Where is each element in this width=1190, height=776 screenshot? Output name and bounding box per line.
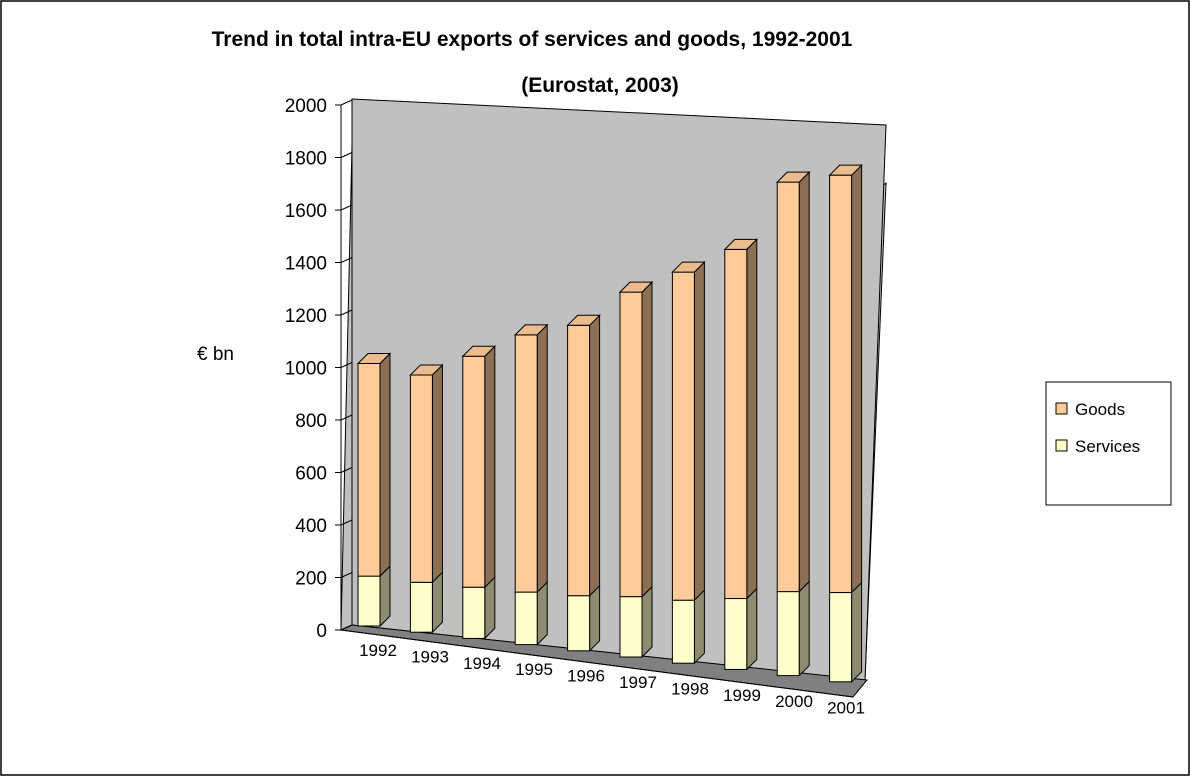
y-tick-label-1000: 1000 <box>285 359 327 380</box>
bar-goods-1996-side <box>589 314 601 597</box>
bar-services-1997 <box>619 596 643 658</box>
y-tick-label-1400: 1400 <box>285 254 327 275</box>
legend-label-services: Services <box>1075 437 1140 456</box>
bar-services-2000 <box>776 591 800 677</box>
x-tick-label-2001: 2001 <box>827 699 865 718</box>
x-tick-label-1998: 1998 <box>671 679 709 698</box>
x-axis-line <box>340 629 854 698</box>
y-tick-diag-2000 <box>340 99 353 106</box>
y-tick-label-2000: 2000 <box>285 96 327 117</box>
bar-services-1996-side <box>589 584 601 653</box>
bar-top-1996 <box>566 314 601 326</box>
bar-services-2001-side <box>851 581 863 684</box>
bar-top-1995 <box>513 324 549 336</box>
bar-top-1998 <box>671 261 706 273</box>
bar-goods-2000 <box>776 181 800 593</box>
x-tick-label-1995: 1995 <box>515 660 553 679</box>
bar-goods-1994 <box>462 355 486 588</box>
bar-services-2000-side <box>798 580 810 677</box>
x-tick-label-1999: 1999 <box>723 686 761 705</box>
x-tick-label-1992: 1992 <box>359 641 397 660</box>
legend: Goods Services <box>1045 381 1172 506</box>
bar-services-2001 <box>829 592 853 683</box>
y-tick-diag-1600 <box>340 204 353 211</box>
bar-top-2000 <box>775 171 811 183</box>
y-tick-label-400: 400 <box>295 516 327 537</box>
bar-services-1993 <box>409 581 433 633</box>
chart-subtitle: (Eurostat, 2003) <box>521 74 679 97</box>
bar-top-1994 <box>461 345 497 357</box>
bar-goods-1999-side <box>746 238 758 600</box>
y-tick-label-1800: 1800 <box>285 149 327 170</box>
bar-goods-2001-side <box>851 163 863 594</box>
bar-top-1997 <box>618 281 654 293</box>
bar-goods-2001 <box>829 174 853 594</box>
bar-top-1992 <box>356 353 392 364</box>
y-tick-diag-0 <box>340 624 353 631</box>
x-tick-label-1996: 1996 <box>567 667 605 686</box>
bar-goods-1998-side <box>693 260 705 602</box>
y-tick-diag-400 <box>340 519 353 526</box>
bar-services-1994 <box>462 586 486 639</box>
y-tick-label-600: 600 <box>295 464 327 485</box>
bar-services-1997-side <box>641 585 653 659</box>
y-tick-label-200: 200 <box>295 569 327 590</box>
bar-services-1996 <box>567 595 591 652</box>
y-tick-diag-1000 <box>340 362 353 368</box>
y-tick-diag-1400 <box>340 257 353 263</box>
y-tick-label-0: 0 <box>316 621 327 642</box>
bar-goods-1993-side <box>431 363 443 584</box>
bar-top-2001 <box>828 164 863 176</box>
legend-swatch-services <box>1055 439 1068 452</box>
y-tick-diag-200 <box>340 572 353 578</box>
bar-goods-1997 <box>619 291 643 598</box>
bar-top-1993 <box>409 364 444 376</box>
bar-goods-1999 <box>724 248 748 600</box>
bar-goods-1997-side <box>641 280 653 598</box>
bar-services-1998-side <box>693 588 705 665</box>
y-tick-label-1200: 1200 <box>285 306 327 327</box>
y-axis-label: € bn <box>197 344 234 365</box>
x-tick-label-1994: 1994 <box>463 654 501 673</box>
bar-goods-1998 <box>671 271 695 601</box>
y-tick-diag-600 <box>340 467 353 473</box>
bar-goods-1992-side <box>379 352 391 578</box>
bar-services-1998 <box>671 599 695 664</box>
bar-services-1992 <box>357 575 381 627</box>
y-tick-diag-1800 <box>340 152 353 158</box>
x-tick-label-2000: 2000 <box>775 692 813 711</box>
bar-goods-1994-side <box>484 345 496 589</box>
bar-goods-1996 <box>567 324 591 597</box>
x-tick-label-1997: 1997 <box>619 673 657 692</box>
bar-services-1995-side <box>536 580 548 646</box>
y-tick-label-1600: 1600 <box>285 201 327 222</box>
legend-swatch-goods <box>1055 402 1068 415</box>
bar-goods-1995 <box>514 334 538 593</box>
bar-services-1999-side <box>746 587 758 671</box>
y-tick-diag-1200 <box>340 309 353 316</box>
x-tick-label-1993: 1993 <box>411 647 449 666</box>
bar-goods-2000-side <box>798 170 810 593</box>
bar-goods-1992 <box>357 363 381 577</box>
y-tick-label-800: 800 <box>295 411 327 432</box>
bar-goods-1993 <box>409 374 433 583</box>
bar-goods-1995-side <box>536 323 548 594</box>
bar-services-1999 <box>724 598 748 670</box>
chart-title: Trend in total intra-EU exports of servi… <box>212 28 853 51</box>
bar-services-1995 <box>514 591 538 646</box>
legend-label-goods: Goods <box>1075 400 1125 419</box>
y-tick-diag-800 <box>340 414 353 421</box>
bar-top-1999 <box>723 238 759 250</box>
